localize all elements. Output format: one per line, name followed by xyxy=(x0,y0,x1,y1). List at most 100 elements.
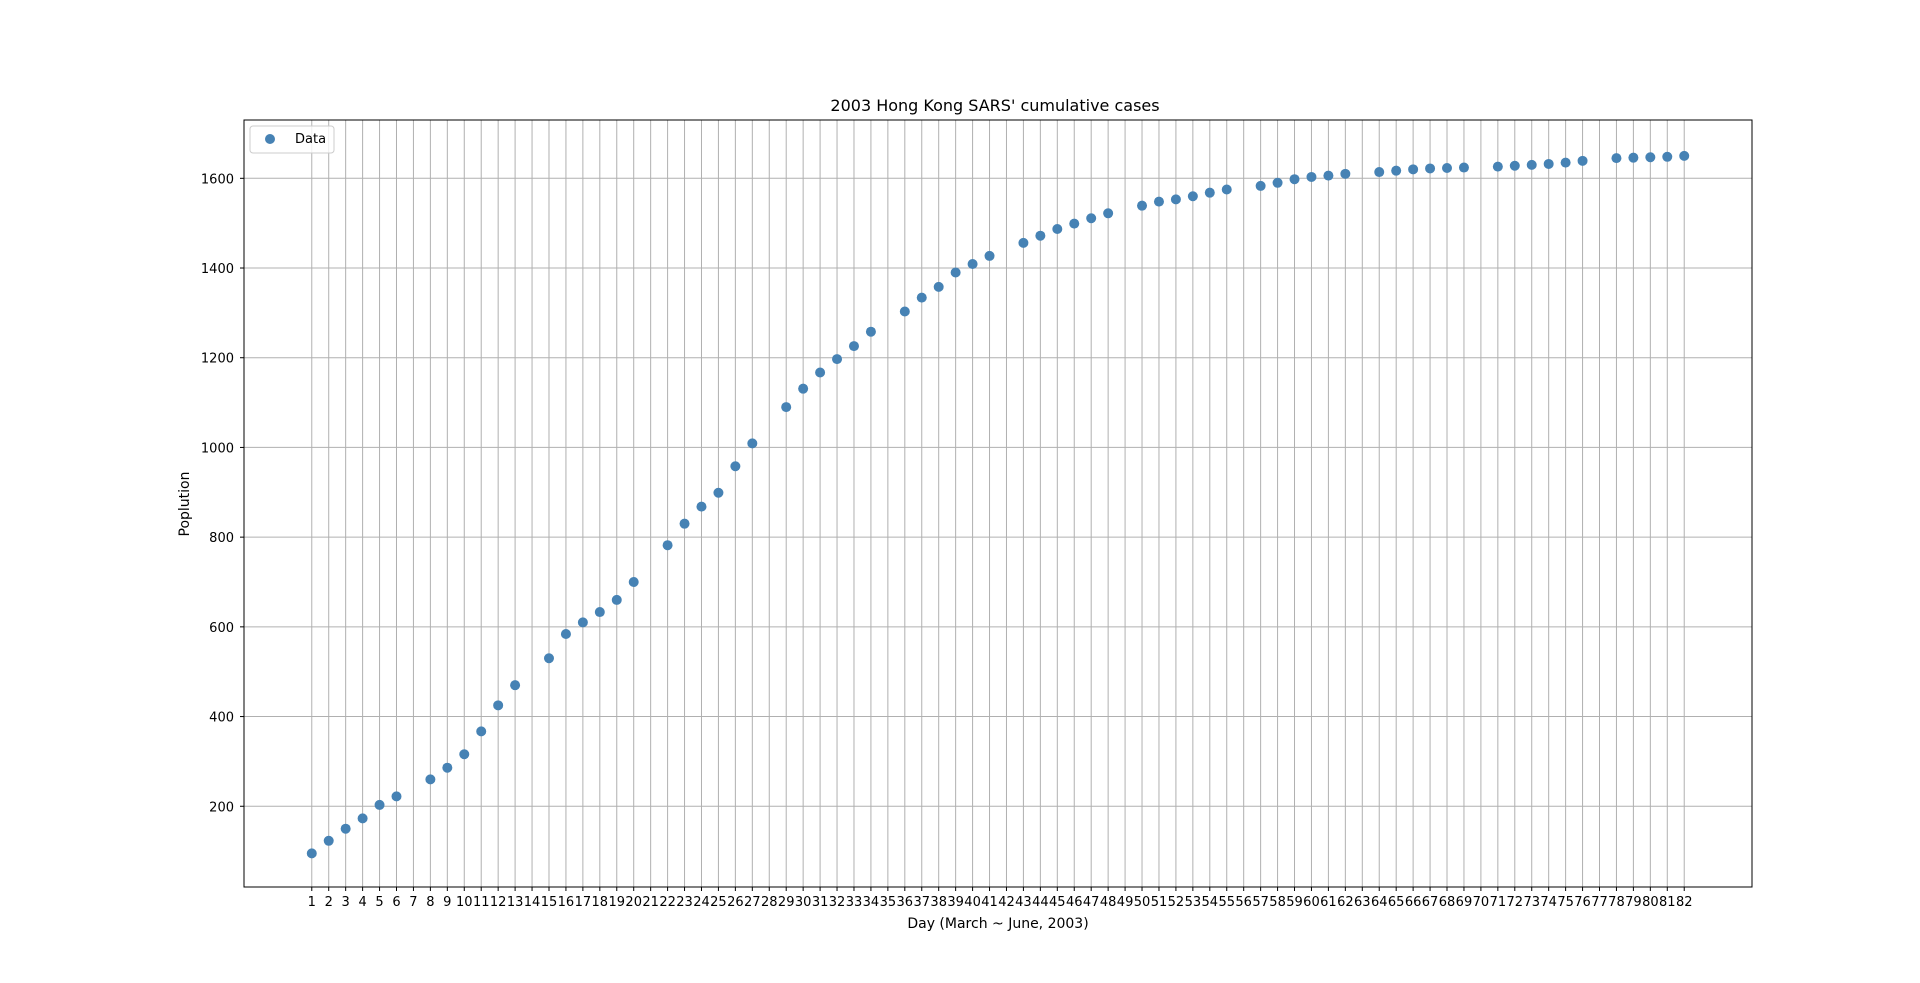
data-point xyxy=(1272,177,1283,188)
x-tick-label: 28 xyxy=(761,895,778,910)
data-point xyxy=(323,835,334,846)
data-point xyxy=(950,267,961,278)
legend-box xyxy=(249,125,335,154)
x-tick-label: 53 xyxy=(1185,895,1202,910)
x-tick-label: 41 xyxy=(981,895,998,910)
x-tick-label: 10 xyxy=(456,895,473,910)
x-tick-label: 82 xyxy=(1676,895,1693,910)
data-point xyxy=(1679,150,1690,161)
x-tick-label: 63 xyxy=(1354,895,1371,910)
x-tick-label: 49 xyxy=(1117,895,1134,910)
y-tick-label: 600 xyxy=(209,621,234,636)
data-point xyxy=(1611,153,1622,164)
data-point xyxy=(1153,196,1164,207)
x-tick-label: 17 xyxy=(575,895,592,910)
x-tick-label: 19 xyxy=(608,895,625,910)
data-point xyxy=(696,501,707,512)
y-axis-label: Poplution xyxy=(177,472,193,537)
x-tick-label: 73 xyxy=(1523,895,1540,910)
data-point xyxy=(1187,191,1198,202)
data-point xyxy=(459,749,470,760)
x-tick-label: 29 xyxy=(778,895,795,910)
data-point xyxy=(984,250,995,261)
data-point xyxy=(628,576,639,587)
x-tick-label: 56 xyxy=(1235,895,1252,910)
data-point xyxy=(1408,164,1419,175)
data-point xyxy=(1374,167,1385,178)
data-point xyxy=(781,402,792,413)
x-tick-label: 70 xyxy=(1473,895,1490,910)
data-point xyxy=(848,341,859,352)
data-point xyxy=(1526,159,1537,170)
data-point xyxy=(543,653,554,664)
x-tick-label: 22 xyxy=(659,895,676,910)
x-tick-label: 46 xyxy=(1066,895,1083,910)
data-point xyxy=(1560,157,1571,168)
data-point xyxy=(899,306,910,317)
data-point xyxy=(1052,223,1063,234)
y-tick-label: 800 xyxy=(209,531,234,546)
x-tick-label: 1 xyxy=(308,895,316,910)
data-point xyxy=(1662,151,1673,162)
x-tick-label: 34 xyxy=(863,895,880,910)
x-tick-label: 62 xyxy=(1337,895,1354,910)
x-tick-label: 58 xyxy=(1269,895,1286,910)
x-tick-label: 20 xyxy=(625,895,642,910)
x-tick-label: 57 xyxy=(1252,895,1269,910)
x-tick-label: 30 xyxy=(795,895,812,910)
data-point xyxy=(1628,152,1639,163)
data-point xyxy=(730,461,741,472)
x-axis-label: Day (March ~ June, 2003) xyxy=(907,916,1088,932)
data-point xyxy=(1645,152,1656,163)
data-point xyxy=(425,774,436,785)
data-point xyxy=(1509,160,1520,171)
data-point xyxy=(1069,218,1080,229)
x-tick-label: 47 xyxy=(1083,895,1100,910)
x-axis-ticks: 1 2 3 4 5 6 7 8 9 10 11 12 13 14 15 16 17 18 19 20 21 22 23 24 2… xyxy=(308,887,1693,910)
x-tick-label: 6 xyxy=(392,895,400,910)
plot-frame xyxy=(243,119,1753,888)
data-point xyxy=(916,292,927,303)
x-tick-label: 65 xyxy=(1388,895,1405,910)
data-point xyxy=(865,326,876,337)
x-tick-label: 40 xyxy=(964,895,981,910)
data-point xyxy=(1323,170,1334,181)
x-tick-label: 59 xyxy=(1286,895,1303,910)
x-tick-label: 27 xyxy=(744,895,761,910)
legend-marker xyxy=(265,134,275,144)
x-tick-label: 38 xyxy=(930,895,947,910)
x-tick-label: 79 xyxy=(1625,895,1642,910)
x-tick-label: 11 xyxy=(473,895,490,910)
data-point xyxy=(611,594,622,605)
x-tick-label: 78 xyxy=(1608,895,1625,910)
x-tick-label: 42 xyxy=(998,895,1015,910)
x-tick-label: 21 xyxy=(642,895,659,910)
x-tick-label: 72 xyxy=(1507,895,1524,910)
data-point xyxy=(442,762,453,773)
data-point xyxy=(374,799,385,810)
x-tick-label: 12 xyxy=(490,895,507,910)
data-point xyxy=(391,791,402,802)
data-point xyxy=(798,383,809,394)
data-point xyxy=(1442,162,1453,173)
x-tick-label: 8 xyxy=(426,895,434,910)
data-point xyxy=(1340,168,1351,179)
x-tick-label: 13 xyxy=(507,895,524,910)
data-point xyxy=(476,726,487,737)
y-tick-label: 1600 xyxy=(201,172,234,187)
x-tick-label: 26 xyxy=(727,895,744,910)
data-point xyxy=(933,281,944,292)
legend: Data xyxy=(249,125,335,154)
x-tick-label: 61 xyxy=(1320,895,1337,910)
grid xyxy=(244,120,1752,887)
x-tick-label: 25 xyxy=(710,895,727,910)
y-axis-ticks: 200 400 600 800 1000 1200 1400 1600 xyxy=(201,172,244,815)
x-tick-label: 67 xyxy=(1422,895,1439,910)
x-tick-label: 24 xyxy=(693,895,710,910)
x-tick-label: 32 xyxy=(829,895,846,910)
data-point xyxy=(594,607,605,618)
y-tick-label: 400 xyxy=(209,711,234,726)
data-point xyxy=(713,487,724,498)
x-tick-label: 51 xyxy=(1151,895,1168,910)
x-tick-label: 16 xyxy=(558,895,575,910)
